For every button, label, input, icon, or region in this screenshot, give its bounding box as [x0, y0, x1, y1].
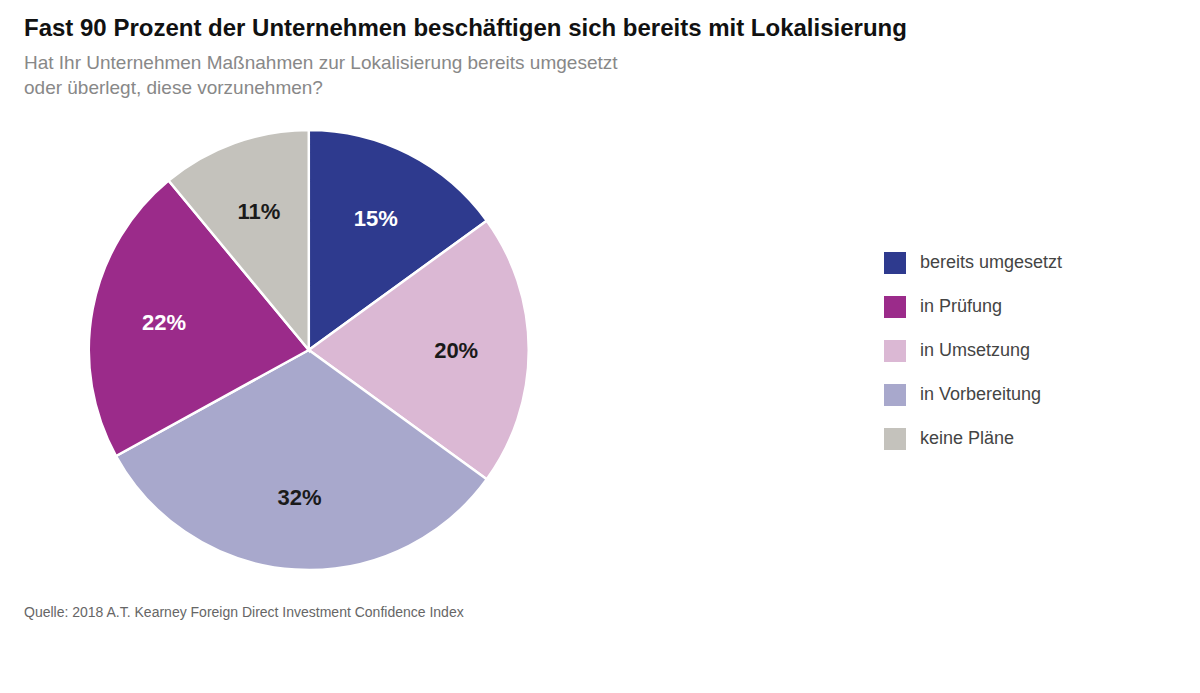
svg-text:11%: 11% — [237, 199, 280, 224]
svg-text:22%: 22% — [142, 310, 186, 335]
html-text:oder überlegt, diese vorzunehm: oder überlegt, diese vorzunehmen? — [24, 77, 323, 98]
svg-text:20%: 20% — [434, 338, 478, 363]
html-text:in Prüfung: in Prüfung — [919, 296, 1002, 316]
html-text:in Umsetzung: in Umsetzung — [919, 340, 1030, 360]
html-text:Quelle: 2018 A.T. Kearney Fore: Quelle: 2018 A.T. Kearney Foreign Direct… — [24, 604, 464, 620]
html-text:keine Pläne: keine Pläne — [919, 428, 1014, 448]
svg-text:32%: 32% — [277, 485, 321, 510]
html-text:in Vorbereitung: in Vorbereitung — [919, 384, 1041, 404]
html-text:bereits umgesetzt: bereits umgesetzt — [919, 252, 1062, 272]
html-text:Fast 90 Prozent der Unternehme: Fast 90 Prozent der Unternehmen beschäft… — [24, 14, 907, 41]
svg-text:15%: 15% — [354, 206, 398, 231]
html-text:Hat Ihr Unternehmen Maßnahmen: Hat Ihr Unternehmen Maßnahmen zur Lokali… — [24, 52, 618, 73]
